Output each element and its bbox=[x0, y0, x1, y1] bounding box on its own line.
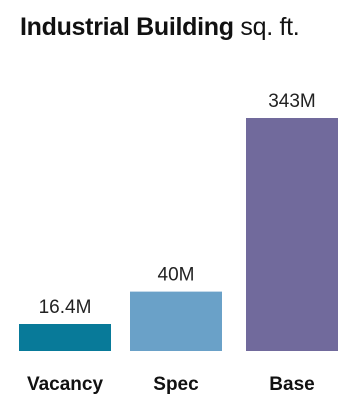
bar-spec bbox=[130, 291, 222, 351]
bar-vacancy bbox=[19, 324, 111, 351]
category-label-vacancy: Vacancy bbox=[27, 374, 103, 395]
value-label-vacancy: 16.4M bbox=[39, 297, 92, 318]
chart-title-unit: sq. ft. bbox=[240, 13, 300, 41]
category-label-spec: Spec bbox=[153, 374, 199, 395]
bar-base bbox=[246, 118, 338, 351]
chart-title-main: Industrial Building bbox=[20, 13, 234, 41]
chart-title: Industrial Building sq. ft. bbox=[20, 10, 300, 44]
category-label-base: Base bbox=[269, 374, 314, 395]
value-label-spec: 40M bbox=[158, 265, 195, 286]
value-label-base: 343M bbox=[268, 91, 316, 112]
